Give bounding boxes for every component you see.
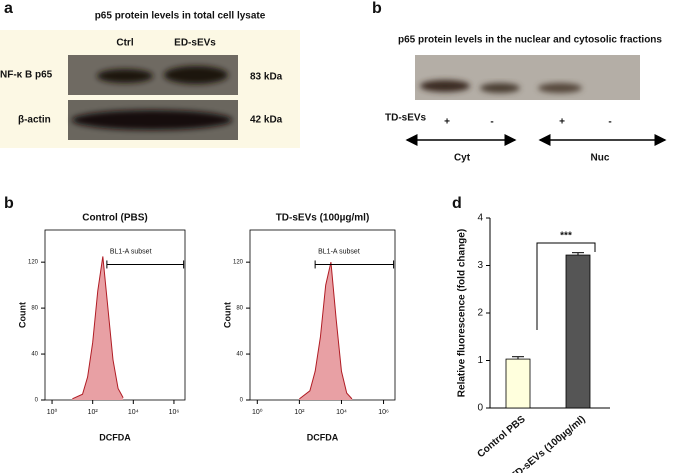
y-tick-label: 40 [31,352,38,358]
sign: + [559,117,565,128]
fraction-label: Nuc [591,153,610,164]
band [480,83,520,93]
bar [505,358,531,409]
sign: - [608,117,611,128]
fraction-label: Cyt [454,153,471,164]
x-tick-label: 10⁴ [128,409,139,416]
band [97,69,153,83]
bar [565,254,591,409]
panel-label: d [452,195,462,212]
x-axis-label: DCFDA [307,432,339,442]
histogram-line [72,256,124,400]
column-label: Ctrl [116,38,133,49]
y-axis-label: Count [17,302,27,328]
gate-label: BL1-A subset [318,248,360,255]
band [538,83,582,93]
sign: + [444,117,450,128]
x-tick-label: 10⁰ [252,408,263,416]
y-axis-label: Relative fluorescence (fold change) [457,229,468,397]
y-tick-label: 80 [31,306,38,312]
significance-bracket [536,242,596,330]
row-label: β-actin [18,115,51,126]
y-tick-label: 80 [236,306,243,312]
blot [415,55,640,100]
y-tick-label: 2 [477,308,483,319]
panel-label: b [372,0,382,17]
x-tick-label: 10² [294,409,305,416]
y-tick-label: 120 [28,260,39,266]
histogram-fill [72,256,124,400]
significance: *** [560,231,572,242]
y-tick-label: 0 [477,403,483,414]
y-tick-label: 4 [477,213,483,224]
chart-title: Control (PBS) [82,213,148,224]
band [164,66,228,84]
panel-label: b [4,195,14,212]
panel-label: a [4,0,13,17]
gate-label: BL1-A subset [110,248,152,255]
chart-title: TD-sEVs (100µg/ml) [276,213,370,224]
size-label: 42 kDa [250,115,283,126]
y-tick-label: 3 [477,260,483,271]
column-label: ED-sEVs [174,38,216,49]
x-tick-label: 10⁶ [169,409,180,416]
sign: - [490,117,493,128]
treatment-label: TD-sEVs [385,113,427,124]
band [72,110,232,130]
x-tick-label: 10⁰ [47,408,58,416]
x-tick-label: 10² [88,409,99,416]
histogram-line [299,262,353,400]
y-tick-label: 40 [236,352,243,358]
y-axis-label: Count [222,302,232,328]
x-tick-label: 10⁶ [378,409,389,416]
y-tick-label: 120 [233,260,244,266]
x-axis-label: DCFDA [99,432,131,442]
y-tick-label: 0 [240,398,244,404]
y-tick-label: 1 [477,355,483,366]
band [420,80,470,92]
panel-title: p65 protein levels in total cell lysate [95,11,266,22]
row-label: NF-κ B p65 [0,70,53,81]
histogram-fill [299,262,352,400]
x-tick-label: 10⁴ [336,409,347,416]
panel-title: p65 protein levels in the nuclear and cy… [398,35,662,46]
size-label: 83 kDa [250,72,283,83]
y-tick-label: 0 [35,398,39,404]
